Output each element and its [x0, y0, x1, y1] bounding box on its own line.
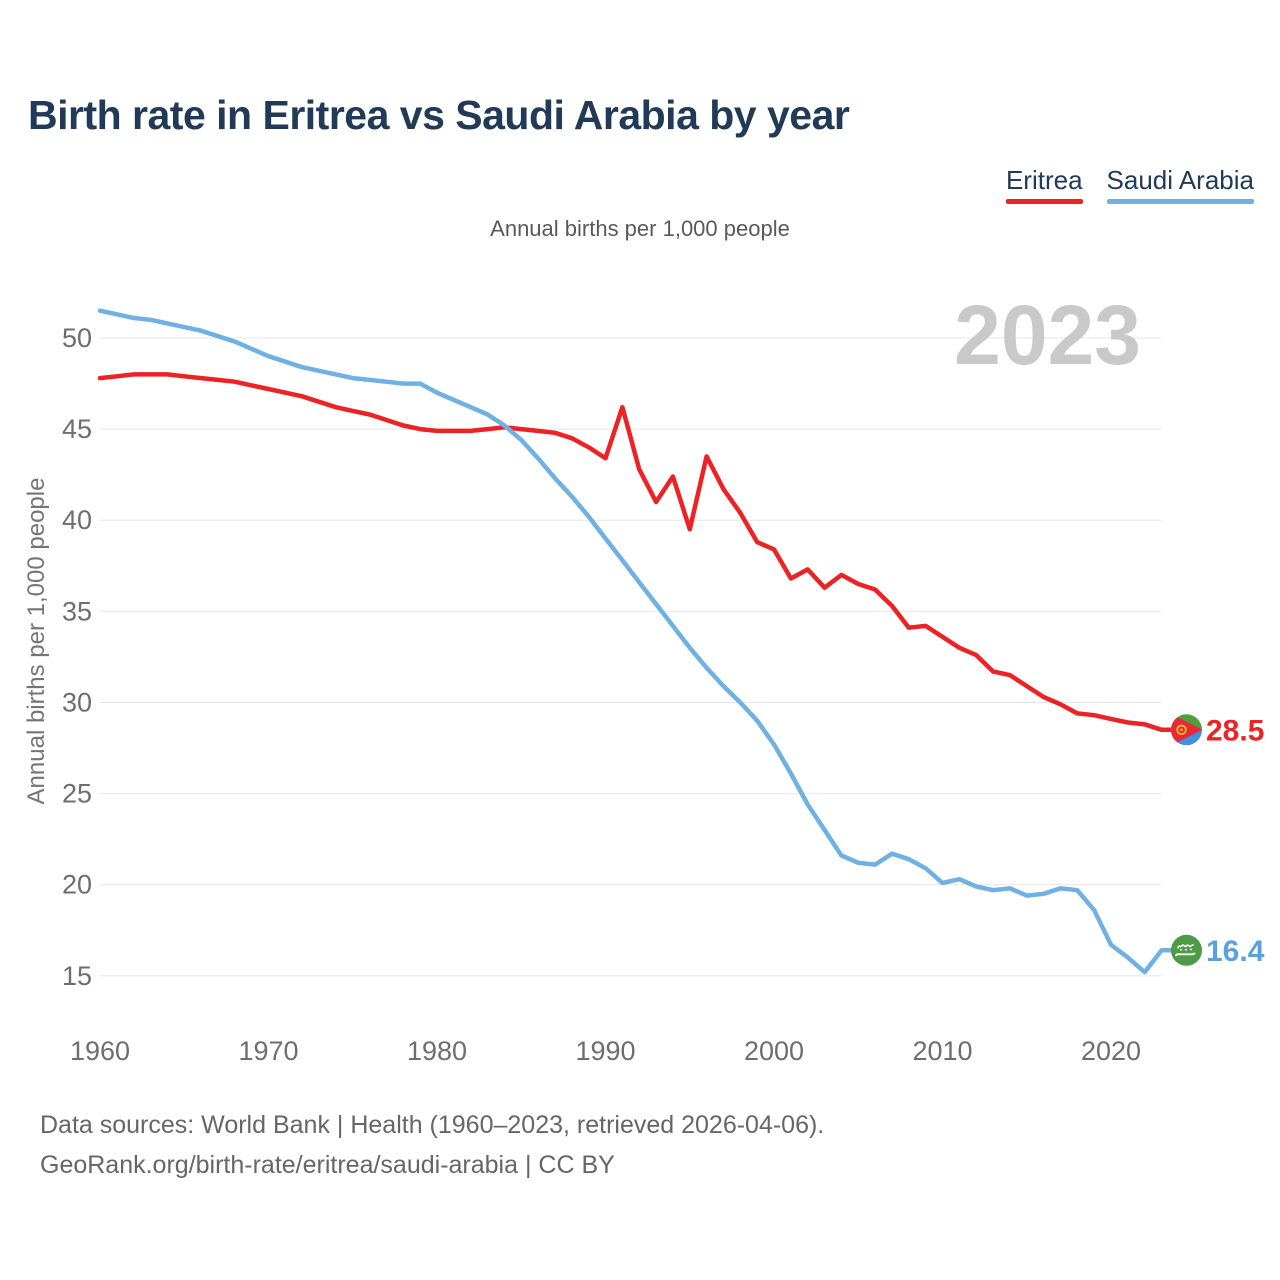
legend-label-saudi-arabia: Saudi Arabia	[1106, 165, 1254, 195]
x-tick-label-2000: 2000	[744, 1036, 804, 1066]
x-tick-label-1990: 1990	[575, 1036, 635, 1066]
y-tick-label-20: 20	[62, 870, 92, 900]
y-axis-title: Annual births per 1,000 people	[23, 478, 50, 805]
x-tick-label-1980: 1980	[407, 1036, 467, 1066]
saudi-arabia-end-value-label: 16.4	[1206, 935, 1265, 968]
eritrea-flag-icon	[1171, 714, 1202, 746]
axis-tick-labels: 15 20 25 30 35 40 45 50 1960 1970 1980 1990 2000 2010…	[62, 323, 1141, 1066]
page-title: Birth rate in Eritrea vs Saudi Arabia by…	[28, 92, 850, 138]
eritrea-line	[97, 372, 1174, 733]
chart-subtitle: Annual births per 1,000 people	[490, 216, 790, 241]
x-tick-label-1970: 1970	[238, 1036, 298, 1066]
legend-label-eritrea: Eritrea	[1005, 165, 1083, 195]
y-tick-label-30: 30	[62, 687, 92, 717]
x-tick-label-1960: 1960	[70, 1036, 130, 1066]
legend-color-bar-eritrea	[1005, 199, 1083, 204]
x-tick-label-2010: 2010	[913, 1036, 973, 1066]
series-layer	[97, 308, 1174, 975]
watermark-year: 2023	[954, 288, 1141, 382]
eritrea-end-value-label: 28.5	[1206, 714, 1264, 747]
y-tick-label-40: 40	[62, 505, 92, 535]
saudi-arabia-line	[97, 308, 1174, 975]
saudi-arabia-flag-icon	[1171, 934, 1202, 966]
y-tick-label-25: 25	[62, 779, 92, 809]
legend-item-saudi-arabia[interactable]: Saudi Arabia	[1106, 165, 1254, 204]
grid-layer	[100, 337, 1162, 977]
legend: Eritrea Saudi Arabia	[1005, 165, 1254, 204]
x-tick-label-2020: 2020	[1081, 1036, 1141, 1066]
y-tick-label-50: 50	[62, 323, 92, 353]
footer-attribution: GeoRank.org/birth-rate/eritrea/saudi-ara…	[40, 1151, 615, 1179]
legend-item-eritrea[interactable]: Eritrea	[1005, 165, 1083, 204]
footer-data-sources: Data sources: World Bank | Health (1960–…	[40, 1111, 825, 1139]
footer: Data sources: World Bank | Health (1960–…	[40, 1105, 824, 1185]
legend-color-bar-saudi-arabia	[1106, 199, 1254, 204]
y-tick-label-15: 15	[62, 961, 92, 991]
y-tick-label-35: 35	[62, 596, 92, 626]
y-tick-label-45: 45	[62, 414, 92, 444]
